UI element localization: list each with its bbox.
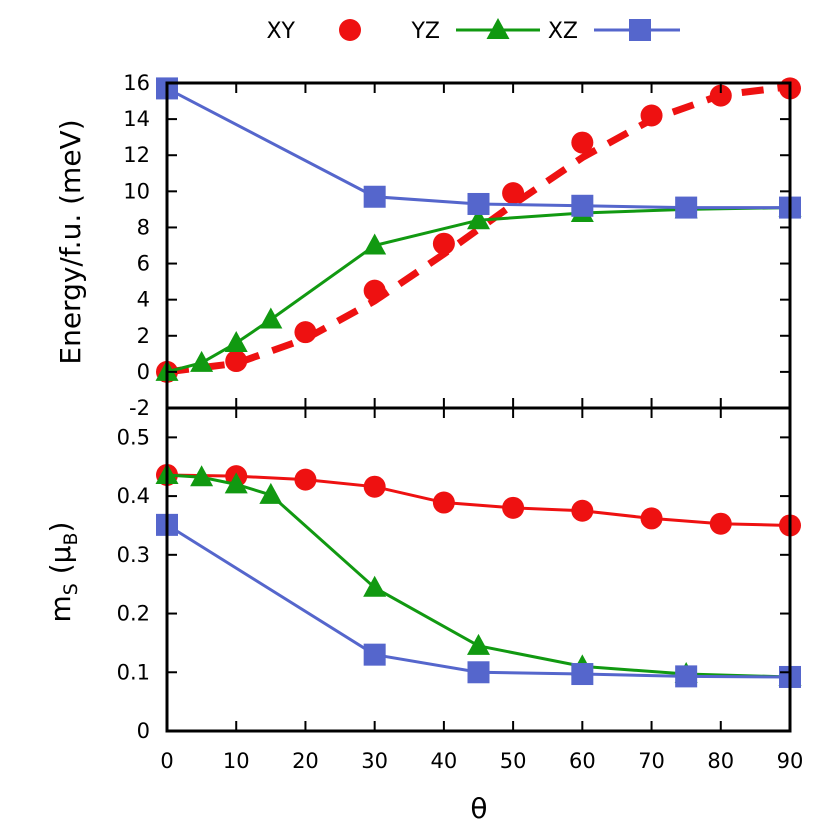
energy-plot-frame (165, 81, 792, 410)
energy-ytick-label: 14 (123, 107, 150, 131)
moment-point-yz (224, 472, 248, 494)
energy-point-yz (363, 233, 387, 255)
energy-series-xz (156, 77, 801, 219)
energy-ytick-label: 10 (123, 179, 150, 203)
energy-y-ticks: -2 0 2 4 6 8 10 12 14 16 (123, 71, 790, 420)
moment-panel: 0 0.1 0.2 0.3 0.4 0.5 0 10 20 30 40 50 60 70 80 90 mS … (44, 408, 803, 825)
energy-panel: -2 0 2 4 6 8 10 12 14 16 Energy/f.u. (meV) (54, 71, 802, 420)
energy-ytick-label: 12 (123, 143, 150, 167)
energy-ytick-label: 4 (137, 288, 150, 312)
energy-point-xy (225, 350, 248, 373)
moment-series-yz (155, 462, 802, 686)
moment-ytick-label: 0.3 (117, 543, 150, 567)
moment-ytick-label: 0.4 (117, 484, 150, 508)
legend-marker-swatch (629, 19, 651, 41)
moment-ytick-label: 0.5 (117, 425, 150, 449)
energy-point-xy (363, 279, 386, 302)
energy-point-yz (467, 208, 490, 230)
energy-line-xz (166, 87, 790, 210)
legend-marker-swatch (339, 19, 361, 41)
energy-point-yz (259, 307, 283, 329)
energy-fit-line-xy (166, 83, 791, 376)
xtick-label: 60 (569, 749, 596, 773)
moment-y-ticks: 0 0.1 0.2 0.3 0.4 0.5 (117, 425, 790, 743)
moment-ylabel-sub-b: B (60, 532, 82, 545)
moment-point-xy (432, 491, 455, 514)
moment-ytick-label: 0.1 (117, 660, 150, 684)
legend-label: XY (266, 19, 295, 44)
moment-ylabel-open: (μ (44, 545, 77, 583)
energy-line-yz (166, 206, 791, 374)
moment-point-yz (259, 482, 283, 504)
moment-point-xy (640, 507, 663, 530)
energy-ytick-label: 8 (137, 215, 150, 239)
energy-ytick-label: 2 (137, 324, 150, 348)
energy-ytick-label: 16 (123, 71, 150, 95)
moment-point-xz (363, 643, 386, 666)
energy-point-xz (571, 194, 594, 217)
xtick-label: 0 (160, 749, 173, 773)
legend-label: YZ (410, 19, 440, 44)
legend-item-xy: XY (266, 19, 361, 44)
legend-label: XZ (548, 19, 578, 44)
moment-ylabel-close: ) (44, 522, 77, 533)
energy-ytick-label: 0 (137, 360, 150, 384)
energy-point-xz (467, 192, 490, 215)
moment-ylabel-sub-s: S (60, 583, 82, 595)
xtick-label: 90 (777, 749, 804, 773)
xtick-label: 50 (500, 749, 527, 773)
moment-point-xy (294, 468, 317, 491)
moment-point-yz (467, 633, 490, 655)
legend: XY YZ XZ (266, 18, 680, 44)
xtick-label: 40 (431, 749, 458, 773)
energy-point-xy (571, 131, 594, 154)
moment-ytick-label: 0.2 (117, 602, 150, 626)
moment-ylabel-m: m (44, 595, 77, 622)
moment-point-xz (571, 663, 594, 686)
xtick-label: 70 (638, 749, 665, 773)
x-ticks: 0 10 20 30 40 50 60 70 80 90 (160, 408, 803, 773)
moment-point-xy (363, 475, 386, 498)
moment-ytick-label: 0 (137, 719, 150, 743)
moment-y-axis-label: mS (μB) (44, 522, 82, 623)
legend-marker-swatch (486, 18, 510, 39)
xtick-label: 10 (223, 749, 250, 773)
energy-point-xz (363, 185, 386, 208)
xtick-label: 20 (292, 749, 319, 773)
energy-ytick-label: -2 (129, 396, 150, 420)
moment-line-xy (166, 473, 791, 527)
x-axis-label: θ (470, 792, 487, 825)
energy-point-xy (502, 182, 525, 205)
energy-point-xy (432, 232, 455, 255)
moment-point-xz (467, 661, 490, 684)
energy-point-xy (294, 321, 317, 344)
energy-series-xy (156, 77, 801, 383)
energy-series (155, 77, 802, 383)
xtick-label: 80 (707, 749, 734, 773)
xtick-label: 30 (361, 749, 388, 773)
moment-point-xz (675, 665, 698, 688)
moment-point-xy (502, 496, 525, 519)
energy-ytick-label: 6 (137, 252, 150, 276)
moment-point-xy (571, 499, 594, 522)
legend-item-yz: YZ (410, 18, 540, 44)
moment-point-yz (190, 465, 214, 487)
energy-point-yz (190, 350, 214, 372)
moment-point-yz (363, 575, 387, 597)
moment-plot-frame (165, 406, 792, 733)
energy-point-xy (640, 104, 663, 127)
moment-line-xz (166, 523, 791, 679)
moment-series (155, 462, 802, 688)
energy-series-yz (155, 195, 802, 381)
energy-point-xy (709, 84, 732, 107)
moment-series-xz (156, 513, 801, 688)
energy-point-xz (675, 196, 698, 219)
moment-series-xy (156, 463, 801, 537)
energy-point-yz (224, 331, 248, 352)
moment-point-xy (709, 512, 732, 535)
energy-y-axis-label: Energy/f.u. (meV) (54, 119, 87, 364)
legend-item-xz: XZ (548, 19, 680, 44)
